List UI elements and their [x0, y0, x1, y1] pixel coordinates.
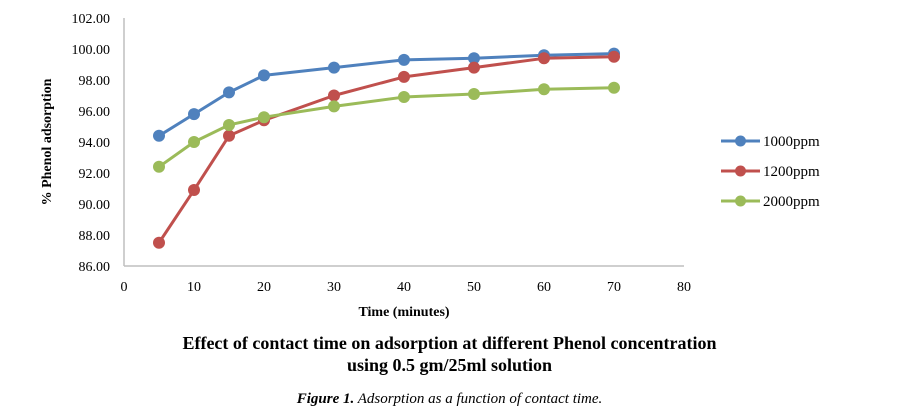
legend-marker: [735, 165, 746, 177]
y-tick-label: 100.00: [72, 43, 111, 58]
data-point: [538, 52, 550, 65]
x-tick-labels: 0 10 20 30 40 50 60 70 80: [121, 280, 692, 295]
y-tick-label: 94.00: [79, 136, 111, 151]
y-tick-label: 98.00: [79, 74, 111, 89]
data-point: [468, 87, 480, 100]
y-axis-title: % Phenol adsorption: [40, 78, 55, 205]
data-point: [328, 89, 340, 102]
figure-caption: Figure 1. Adsorption as a function of co…: [0, 391, 899, 408]
data-point: [328, 100, 340, 113]
legend: 1000ppm 1200ppm 2000ppm: [721, 134, 820, 210]
y-tick-label: 102.00: [72, 12, 111, 27]
data-point: [223, 118, 235, 131]
data-point: [153, 236, 165, 249]
y-tick-label: 92.00: [79, 167, 111, 182]
data-point: [258, 69, 270, 82]
chart-title: Effect of contact time on adsorption at …: [182, 333, 717, 353]
data-point: [188, 184, 200, 197]
y-tick-label: 90.00: [79, 198, 111, 213]
data-point: [398, 53, 410, 66]
data-point: [398, 70, 410, 83]
data-point: [538, 83, 550, 96]
legend-label: 1000ppm: [763, 134, 820, 150]
figure-label: Figure 1.: [296, 391, 355, 407]
x-tick-label: 10: [187, 280, 201, 295]
legend-item: 1000ppm: [721, 134, 820, 150]
y-tick-label: 86.00: [79, 260, 111, 275]
x-tick-label: 30: [327, 280, 341, 295]
x-tick-label: 20: [257, 280, 271, 295]
data-point: [608, 81, 620, 94]
x-tick-label: 80: [677, 280, 691, 295]
series-1200ppm: [153, 50, 620, 249]
legend-label: 1200ppm: [763, 164, 820, 180]
x-tick-label: 0: [121, 280, 128, 295]
data-point: [188, 136, 200, 148]
data-point: [258, 111, 270, 124]
y-tick-labels: 86.00 88.00 90.00 92.00 94.00 96.00 98.00 100.0…: [72, 12, 111, 275]
x-axis-title: Time (minutes): [358, 305, 449, 320]
data-point: [328, 61, 340, 74]
series-group: [153, 47, 620, 249]
data-point: [223, 86, 235, 99]
legend-item: 1200ppm: [721, 164, 820, 180]
series-2000ppm: [153, 81, 620, 173]
x-tick-label: 70: [607, 280, 621, 295]
axes: [123, 18, 684, 267]
figure-caption-text: Adsorption as a function of contact time…: [354, 391, 603, 407]
data-point: [188, 108, 200, 121]
data-point: [223, 129, 235, 142]
x-tick-label: 60: [537, 280, 551, 295]
data-point: [153, 129, 165, 142]
legend-marker: [735, 195, 746, 207]
data-point: [398, 91, 410, 104]
x-tick-label: 40: [397, 280, 411, 295]
legend-item: 2000ppm: [721, 194, 820, 210]
data-point: [468, 52, 480, 65]
y-tick-label: 96.00: [79, 105, 111, 120]
data-point: [153, 160, 165, 173]
legend-label: 2000ppm: [763, 194, 820, 210]
line-chart: 86.00 88.00 90.00 92.00 94.00 96.00 98.00 100.0…: [40, 12, 820, 320]
chart-subtitle: using 0.5 gm/25ml solution: [346, 355, 553, 375]
data-point: [468, 61, 480, 74]
y-tick-label: 88.00: [79, 229, 111, 244]
data-point: [608, 50, 620, 63]
x-tick-label: 50: [467, 280, 481, 295]
legend-marker: [735, 135, 746, 147]
